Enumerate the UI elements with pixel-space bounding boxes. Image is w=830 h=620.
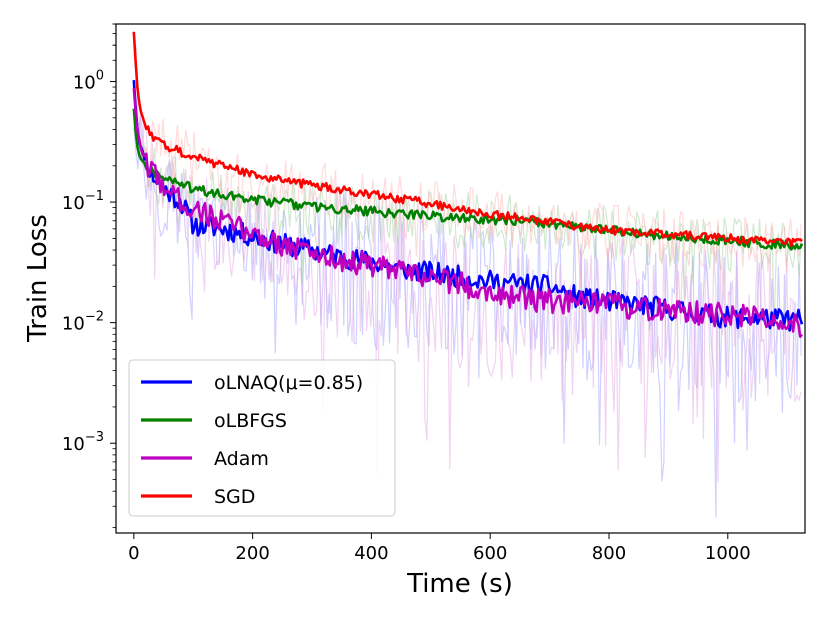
- y-tick-label: 10−3: [62, 430, 104, 455]
- legend: oLNAQ(μ=0.85) oLBFGS Adam SGD: [128, 359, 396, 517]
- legend-box: [128, 359, 396, 517]
- y-tick-label: 10−2: [62, 310, 104, 335]
- series-line-1: [132, 108, 804, 251]
- series-line-3: [132, 31, 803, 247]
- plot-frame: [115, 23, 806, 534]
- legend-label: Adam: [214, 448, 269, 470]
- y-tick-label: 10−1: [62, 189, 104, 214]
- x-tick-label: 200: [235, 543, 269, 564]
- legend-label: SGD: [214, 486, 255, 508]
- x-tick-label: 0: [128, 543, 139, 564]
- y-tick-label: 100: [73, 69, 104, 94]
- x-tick-label: 800: [592, 543, 626, 564]
- raw-trace-2: [133, 103, 802, 483]
- x-tick-label: 1000: [705, 543, 751, 564]
- raw-trace-3: [133, 44, 802, 310]
- legend-label: oLNAQ(μ=0.85): [214, 372, 363, 394]
- legend-label: oLBFGS: [214, 410, 287, 432]
- y-axis-label: Train Loss: [23, 214, 53, 343]
- x-axis-label: Time (s): [406, 569, 513, 599]
- y-axis-ticks: 100 10−1 10−2 10−3: [62, 23, 116, 528]
- x-tick-label: 600: [473, 543, 507, 564]
- smoothed-series-layer: [132, 31, 804, 338]
- x-tick-label: 400: [354, 543, 388, 564]
- raw-trace-0: [133, 116, 802, 518]
- series-line-2: [132, 87, 803, 338]
- x-axis-ticks: 0 200 400 600 800 1000: [128, 533, 751, 564]
